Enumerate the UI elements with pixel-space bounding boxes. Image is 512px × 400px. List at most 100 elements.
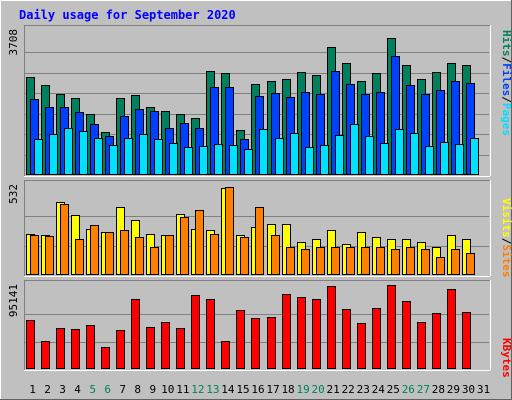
x-tick-label: 20 bbox=[312, 383, 325, 396]
x-tick-label: 2 bbox=[44, 383, 51, 396]
x-tick-label: 21 bbox=[327, 383, 340, 396]
legend-part: Hits bbox=[500, 30, 512, 57]
bar-kbytes bbox=[176, 328, 185, 369]
legend-part: / bbox=[500, 238, 512, 245]
x-tick-label: 17 bbox=[266, 383, 279, 396]
bar-sites bbox=[120, 230, 129, 275]
bar-kbytes bbox=[41, 341, 50, 369]
legend-part: / bbox=[500, 96, 512, 103]
bar-kbytes bbox=[387, 285, 396, 369]
bar-pages bbox=[244, 149, 253, 175]
x-tick-label: 13 bbox=[206, 383, 219, 396]
bar-kbytes bbox=[267, 317, 276, 369]
bar-sites bbox=[421, 249, 430, 275]
x-tick-label: 8 bbox=[134, 383, 141, 396]
y-max-label: 532 bbox=[7, 184, 20, 204]
x-tick-label: 22 bbox=[342, 383, 355, 396]
bar-kbytes bbox=[71, 329, 80, 369]
bar-pages bbox=[275, 138, 284, 175]
x-tick-label: 25 bbox=[387, 383, 400, 396]
bar-pages bbox=[425, 146, 434, 175]
bar-pages bbox=[380, 143, 389, 175]
bar-pages bbox=[139, 134, 148, 175]
bar-pages bbox=[34, 139, 43, 175]
bar-pages bbox=[290, 133, 299, 175]
legend-part: Sites bbox=[500, 244, 512, 277]
x-axis-labels: 1 2 3 4 5 6 7 8 9 10 11 12 13 14 15 16 17 18 19 20 21 22 23 24 2… bbox=[29, 383, 490, 396]
chart-panels: 3708 Hits/Files/Pages532Visits/Sites95141… bbox=[7, 25, 512, 378]
bar-sites bbox=[135, 237, 144, 275]
bar-pages bbox=[169, 143, 178, 175]
x-tick-label: 26 bbox=[402, 383, 415, 396]
bar-sites bbox=[436, 257, 445, 275]
bar-pages bbox=[320, 145, 329, 175]
bar-pages bbox=[109, 145, 118, 175]
bar-sites bbox=[225, 187, 234, 275]
x-tick-label: 19 bbox=[296, 383, 309, 396]
bar-kbytes bbox=[432, 313, 441, 369]
x-tick-label: 27 bbox=[417, 383, 430, 396]
bar-sites bbox=[286, 247, 295, 275]
legend-part: / bbox=[500, 57, 512, 64]
x-tick-label: 24 bbox=[372, 383, 386, 396]
bar-kbytes bbox=[131, 299, 140, 369]
panel-kbytes: 95141 KBytes bbox=[7, 280, 512, 378]
chart-title: Daily usage for September 2020 bbox=[19, 8, 236, 22]
x-tick-label: 11 bbox=[176, 383, 189, 396]
bar-sites bbox=[255, 207, 264, 275]
x-tick-label: 3 bbox=[59, 383, 66, 396]
x-tick-label: 31 bbox=[477, 383, 490, 396]
bar-kbytes bbox=[372, 308, 381, 369]
bar-kbytes bbox=[236, 310, 245, 369]
bar-kbytes bbox=[206, 299, 215, 369]
bar-sites bbox=[301, 249, 310, 275]
bar-kbytes bbox=[116, 330, 125, 369]
x-tick-label: 5 bbox=[89, 383, 96, 396]
bar-sites bbox=[150, 247, 159, 275]
bar-pages bbox=[184, 147, 193, 175]
x-tick-label: 6 bbox=[104, 383, 111, 396]
bar-pages bbox=[440, 142, 449, 175]
bar-sites bbox=[271, 235, 280, 275]
bar-pages bbox=[199, 146, 208, 175]
y-max-label: 3708 bbox=[7, 29, 20, 56]
bar-sites bbox=[466, 253, 475, 275]
x-tick-label: 16 bbox=[251, 383, 264, 396]
legend-part: Pages bbox=[500, 103, 512, 136]
series-legend-label: Hits/Files/Pages bbox=[500, 30, 512, 136]
bar-kbytes bbox=[146, 327, 155, 369]
x-tick-label: 10 bbox=[161, 383, 174, 396]
bar-sites bbox=[376, 247, 385, 275]
bar-sites bbox=[451, 249, 460, 275]
x-tick-label: 30 bbox=[462, 383, 475, 396]
x-tick-label: 12 bbox=[191, 383, 204, 396]
bar-sites bbox=[165, 235, 174, 275]
bar-pages bbox=[259, 129, 268, 175]
bar-sites bbox=[195, 210, 204, 275]
bar-kbytes bbox=[312, 299, 321, 369]
bar-pages bbox=[124, 138, 133, 175]
bar-sites bbox=[240, 237, 249, 275]
x-tick-label: 23 bbox=[357, 383, 370, 396]
x-tick-label: 1 bbox=[29, 383, 36, 396]
bar-kbytes bbox=[56, 328, 65, 369]
x-tick-label: 29 bbox=[447, 383, 460, 396]
bar-pages bbox=[154, 139, 163, 175]
bar-kbytes bbox=[251, 318, 260, 369]
bar-sites bbox=[30, 235, 39, 275]
bar-pages bbox=[350, 124, 359, 175]
bar-pages bbox=[229, 145, 238, 175]
bar-kbytes bbox=[402, 301, 411, 369]
bar-sites bbox=[45, 236, 54, 275]
bar-kbytes bbox=[447, 289, 456, 369]
bar-sites bbox=[60, 204, 69, 275]
bar-kbytes bbox=[327, 286, 336, 369]
bar-pages bbox=[305, 147, 314, 175]
y-max-label: 95141 bbox=[7, 284, 20, 317]
bar-kbytes bbox=[417, 322, 426, 369]
legend-part: KBytes bbox=[500, 338, 512, 378]
legend-part: Files bbox=[500, 63, 512, 96]
bar-pages bbox=[64, 128, 73, 175]
bar-pages bbox=[79, 131, 88, 175]
